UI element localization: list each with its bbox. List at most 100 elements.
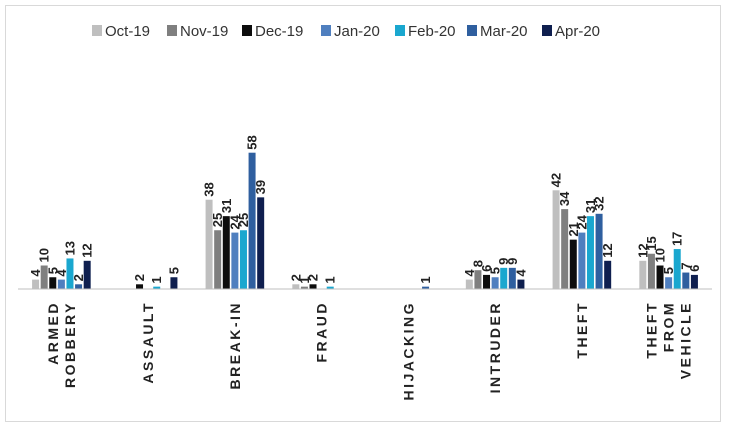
- legend-swatch-feb-20: [395, 25, 405, 36]
- bar-theft-oct-19: [552, 190, 560, 289]
- data-label-armed-robbery-mar-20: 2: [71, 274, 86, 281]
- bar-theft-jan-20: [578, 232, 586, 289]
- category-label-fraud: FRAUD: [314, 301, 330, 363]
- bar-theft-from-vehicle-feb-20: [673, 249, 681, 289]
- legend-label-dec-19: Dec-19: [255, 23, 303, 40]
- data-label-fraud-nov-19: 1: [297, 276, 312, 283]
- data-label-fraud-dec-19: 2: [306, 274, 321, 281]
- data-label-break-in-oct-19: 38: [202, 182, 217, 196]
- data-label-assault-apr-20: 5: [166, 267, 181, 274]
- bar-armed-robbery-oct-19: [32, 279, 40, 289]
- bar-theft-from-vehicle-apr-20: [690, 274, 698, 289]
- category-label-line: FROM: [661, 301, 677, 352]
- category-label-line: FRAUD: [314, 301, 330, 363]
- legend: Oct-19 Nov-19 Dec-19 Jan-20 Feb-20 Mar-20 Apr-…: [92, 23, 600, 40]
- legend-swatch-nov-19: [167, 25, 177, 36]
- category-label-intruder: INTRUDER: [487, 301, 503, 393]
- bar-theft-from-vehicle-mar-20: [682, 272, 690, 289]
- bar-theft-from-vehicle-jan-20: [665, 277, 673, 289]
- bar-theft-feb-20: [586, 216, 594, 289]
- data-label-hijacking-mar-20: 1: [418, 276, 433, 283]
- data-label-intruder-nov-19: 8: [470, 260, 485, 267]
- bar-chart: Oct-19 Nov-19 Dec-19 Jan-20 Feb-20 Mar-20 Apr-…: [18, 23, 712, 401]
- bar-armed-robbery-mar-20: [75, 284, 83, 289]
- data-label-intruder-jan-20: 5: [488, 267, 503, 274]
- legend-label-feb-20: Feb-20: [408, 23, 456, 40]
- legend-swatch-dec-19: [242, 25, 252, 36]
- data-label-break-in-dec-19: 31: [219, 199, 234, 213]
- data-label-intruder-apr-20: 4: [513, 269, 528, 277]
- category-label-hijacking: HIJACKING: [400, 301, 416, 401]
- bar-theft-nov-19: [561, 209, 569, 289]
- bar-armed-robbery-nov-19: [40, 265, 48, 289]
- data-label-fraud-feb-20: 1: [323, 276, 338, 283]
- data-label-theft-dec-19: 21: [566, 222, 581, 236]
- category-label-line: HIJACKING: [400, 301, 416, 401]
- bar-intruder-oct-19: [465, 279, 473, 289]
- category-label-line: ARMED: [45, 301, 61, 365]
- category-labels-group: ARMED ROBBERY ASSAULT BREAK-IN FRAUD HIJACKIN…: [45, 301, 694, 401]
- bar-break-in-nov-19: [214, 230, 222, 289]
- bar-intruder-nov-19: [474, 270, 482, 289]
- legend-swatch-mar-20: [467, 25, 477, 36]
- data-label-break-in-nov-19: 25: [210, 213, 225, 227]
- bar-armed-robbery-dec-19: [49, 277, 57, 289]
- data-label-armed-robbery-apr-20: 12: [80, 243, 95, 257]
- data-label-break-in-mar-20: 58: [245, 135, 260, 149]
- category-label-theft-from-vehicle: THEFT FROM VEHICLE: [644, 301, 694, 379]
- legend-swatch-jan-20: [321, 25, 331, 36]
- data-label-theft-feb-20: 31: [583, 199, 598, 213]
- data-label-assault-feb-20: 1: [149, 276, 164, 283]
- bar-break-in-mar-20: [248, 152, 256, 289]
- legend-swatch-oct-19: [92, 25, 102, 36]
- bar-fraud-dec-19: [309, 284, 317, 289]
- bar-break-in-jan-20: [231, 232, 239, 289]
- data-label-theft-from-vehicle-feb-20: 17: [670, 232, 685, 246]
- bar-intruder-feb-20: [500, 267, 508, 289]
- data-label-intruder-dec-19: 6: [479, 265, 494, 272]
- data-label-theft-apr-20: 12: [600, 243, 615, 257]
- bar-break-in-feb-20: [239, 230, 247, 289]
- data-label-break-in-feb-20: 25: [236, 213, 251, 227]
- bar-theft-apr-20: [604, 260, 612, 289]
- bar-fraud-feb-20: [326, 286, 334, 289]
- bar-intruder-apr-20: [517, 279, 525, 289]
- data-label-intruder-feb-20: 9: [496, 258, 511, 265]
- bar-theft-from-vehicle-oct-19: [639, 260, 647, 289]
- bar-theft-from-vehicle-dec-19: [656, 265, 664, 289]
- legend-label-nov-19: Nov-19: [180, 23, 228, 40]
- data-label-assault-dec-19: 2: [132, 274, 147, 281]
- data-label-theft-oct-19: 42: [549, 173, 564, 187]
- chart-frame: Oct-19 Nov-19 Dec-19 Jan-20 Feb-20 Mar-20 Apr-…: [5, 5, 721, 422]
- bar-break-in-oct-19: [205, 199, 213, 289]
- data-label-intruder-oct-19: 4: [462, 269, 477, 277]
- category-label-theft: THEFT: [574, 301, 590, 359]
- legend-label-oct-19: Oct-19: [105, 23, 150, 40]
- data-label-intruder-mar-20: 9: [505, 258, 520, 265]
- legend-swatch-apr-20: [542, 25, 552, 36]
- data-label-armed-robbery-nov-19: 10: [37, 248, 52, 262]
- bar-intruder-mar-20: [508, 267, 516, 289]
- data-label-break-in-apr-20: 39: [253, 180, 268, 194]
- data-label-theft-nov-19: 34: [557, 191, 572, 206]
- data-label-armed-robbery-oct-19: 4: [28, 269, 43, 277]
- data-label-theft-from-vehicle-mar-20: 7: [678, 262, 693, 269]
- bar-intruder-jan-20: [491, 277, 499, 289]
- data-label-theft-from-vehicle-jan-20: 5: [661, 267, 676, 274]
- data-label-theft-from-vehicle-dec-19: 10: [653, 248, 668, 262]
- bar-theft-mar-20: [595, 213, 603, 289]
- data-label-theft-jan-20: 24: [574, 214, 589, 229]
- data-label-theft-mar-20: 32: [592, 196, 607, 210]
- category-label-line: BREAK-IN: [227, 301, 243, 389]
- bar-armed-robbery-feb-20: [66, 258, 74, 289]
- bar-assault-dec-19: [136, 284, 144, 289]
- bar-fraud-oct-19: [292, 284, 300, 289]
- bar-armed-robbery-apr-20: [83, 260, 91, 289]
- data-label-break-in-jan-20: 24: [227, 214, 242, 229]
- data-label-theft-from-vehicle-apr-20: 6: [687, 265, 702, 272]
- bar-assault-feb-20: [153, 286, 161, 289]
- bar-fraud-nov-19: [300, 286, 308, 289]
- data-label-armed-robbery-jan-20: 4: [54, 269, 69, 277]
- category-label-line: ASSAULT: [140, 301, 156, 384]
- category-label-line: ROBBERY: [62, 301, 78, 388]
